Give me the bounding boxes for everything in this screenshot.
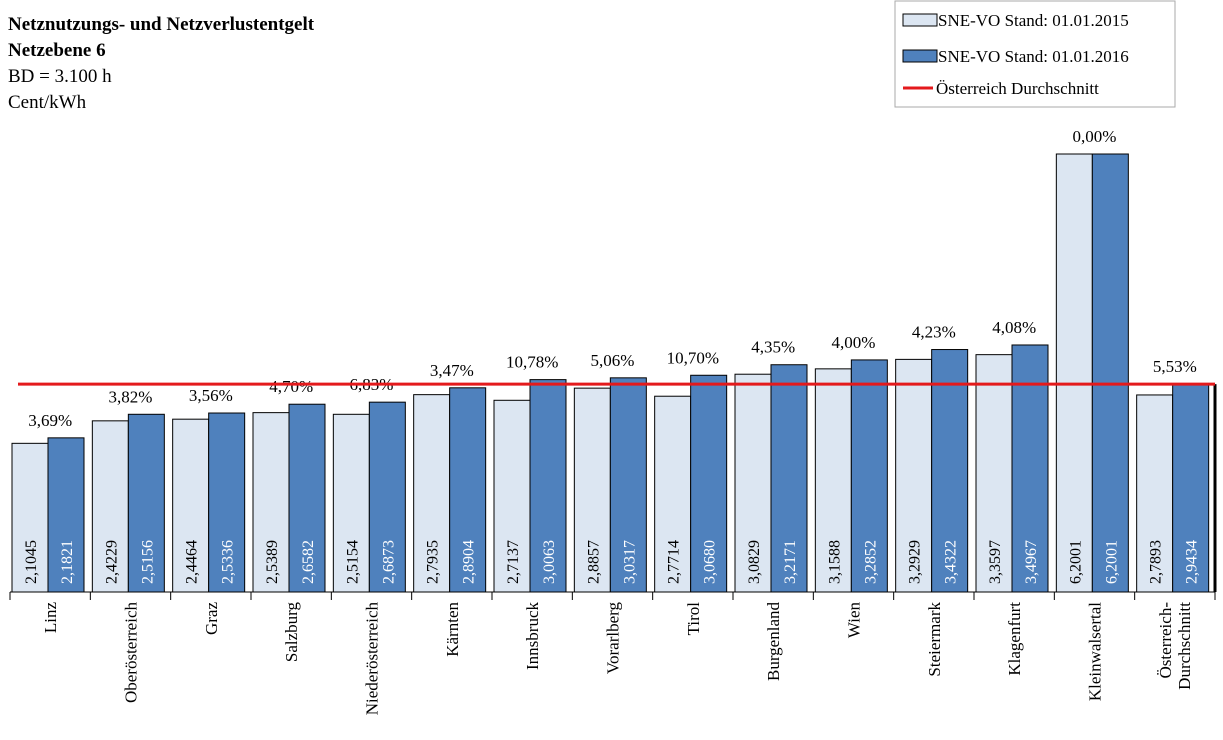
- bar: [770, 364, 808, 593]
- bar: [1055, 153, 1093, 593]
- x-tick-label: Klagenfurt: [1005, 602, 1024, 676]
- change-label: 3,82%: [109, 387, 153, 406]
- value-label: 2,8904: [461, 540, 478, 584]
- bar: [609, 377, 647, 593]
- bar: [332, 413, 370, 593]
- value-label: 3,0829: [746, 540, 763, 584]
- value-label: 3,0063: [541, 540, 558, 584]
- bar: [1011, 344, 1049, 593]
- value-label: 3,2929: [907, 540, 924, 584]
- change-label: 3,47%: [430, 361, 474, 380]
- bar: [368, 401, 406, 593]
- value-label: 2,6873: [380, 540, 397, 584]
- chart-title: Netznutzungs- und Netzverlustentgelt: [8, 14, 315, 35]
- x-tick-label: Oberösterreich: [122, 602, 141, 704]
- value-label: 2,1045: [23, 540, 40, 584]
- bar: [288, 403, 326, 593]
- value-label: 2,8857: [585, 540, 602, 584]
- value-label: 2,5336: [220, 540, 237, 584]
- chart-subtitle: Cent/kWh: [8, 92, 87, 113]
- value-label: 2,5154: [344, 540, 361, 584]
- value-label: 3,2852: [862, 540, 879, 584]
- bar: [1091, 153, 1129, 593]
- bar: [654, 395, 692, 593]
- x-tick-label: Österreich-Durchschnitt: [1156, 602, 1194, 690]
- x-tick-label: Kleinwalsertal: [1086, 602, 1105, 701]
- change-label: 4,08%: [992, 318, 1036, 337]
- x-tick-label: Vorarlberg: [604, 602, 623, 675]
- x-tick-label: Niederösterreich: [363, 602, 382, 716]
- value-label: 2,7714: [666, 540, 683, 584]
- bar: [47, 437, 85, 593]
- value-label: 6,2001: [1103, 540, 1120, 584]
- legend-box: [894, 0, 1176, 108]
- value-label: 6,2001: [1067, 540, 1084, 584]
- bar: [975, 354, 1013, 593]
- bar: [1172, 383, 1210, 593]
- value-label: 2,6582: [300, 540, 317, 584]
- x-tick-label: Innsbruck: [523, 602, 542, 670]
- change-label: 4,70%: [269, 377, 313, 396]
- change-label: 4,23%: [912, 323, 956, 342]
- value-label: 2,1821: [59, 540, 76, 584]
- bar: [493, 399, 531, 593]
- change-label: 10,70%: [667, 348, 719, 367]
- bar: [573, 387, 611, 593]
- value-label: 3,3597: [987, 540, 1004, 584]
- value-label: 2,4464: [184, 540, 201, 584]
- value-label: 2,5389: [264, 540, 281, 584]
- value-label: 3,2171: [782, 540, 799, 584]
- chart-subtitle: Netzebene 6: [8, 40, 106, 61]
- x-tick-label: Burgenland: [764, 602, 783, 682]
- legend-swatch: [902, 49, 938, 63]
- change-label: 4,00%: [832, 333, 876, 352]
- value-label: 2,5156: [139, 540, 156, 584]
- value-label: 2,7137: [505, 540, 522, 584]
- legend-swatch: [902, 13, 938, 27]
- value-label: 2,7893: [1148, 540, 1165, 584]
- bar: [449, 387, 487, 593]
- value-label: 2,7935: [425, 540, 442, 584]
- bar: [11, 442, 49, 593]
- value-label: 3,4322: [943, 540, 960, 584]
- change-label: 4,35%: [751, 338, 795, 357]
- value-label: 3,4967: [1023, 540, 1040, 584]
- x-tick-label: Kärnten: [443, 602, 462, 657]
- chart-subtitle: BD = 3.100 h: [8, 66, 112, 87]
- change-label: 5,53%: [1153, 357, 1197, 376]
- value-label: 2,4229: [103, 540, 120, 584]
- change-label: 5,06%: [591, 351, 635, 370]
- change-label: 10,78%: [506, 353, 558, 372]
- legend-label: Österreich Durchschnitt: [936, 79, 1099, 98]
- bar: [850, 359, 888, 593]
- value-label: 3,0680: [702, 540, 719, 584]
- x-tick-label: Linz: [41, 602, 60, 634]
- x-tick-label: Tirol: [684, 602, 703, 636]
- x-tick-label: Salzburg: [282, 602, 301, 663]
- x-tick-label: Steiermark: [925, 602, 944, 677]
- legend-label: SNE-VO Stand: 01.01.2016: [938, 47, 1129, 66]
- bar: [814, 368, 852, 593]
- x-tick-label: Graz: [202, 602, 221, 635]
- bar: [931, 349, 969, 593]
- legend-label: SNE-VO Stand: 01.01.2015: [938, 11, 1129, 30]
- bar: [208, 412, 246, 593]
- change-label: 0,00%: [1073, 127, 1117, 146]
- value-label: 3,1588: [826, 540, 843, 584]
- bar: [127, 413, 165, 593]
- change-label: 3,69%: [28, 411, 72, 430]
- change-label: 3,56%: [189, 386, 233, 405]
- bar: [734, 373, 772, 593]
- value-label: 3,0317: [621, 540, 638, 584]
- value-label: 2,9434: [1184, 540, 1201, 584]
- x-tick-label: Wien: [845, 602, 864, 639]
- bar: [413, 394, 451, 593]
- bar: [895, 358, 933, 593]
